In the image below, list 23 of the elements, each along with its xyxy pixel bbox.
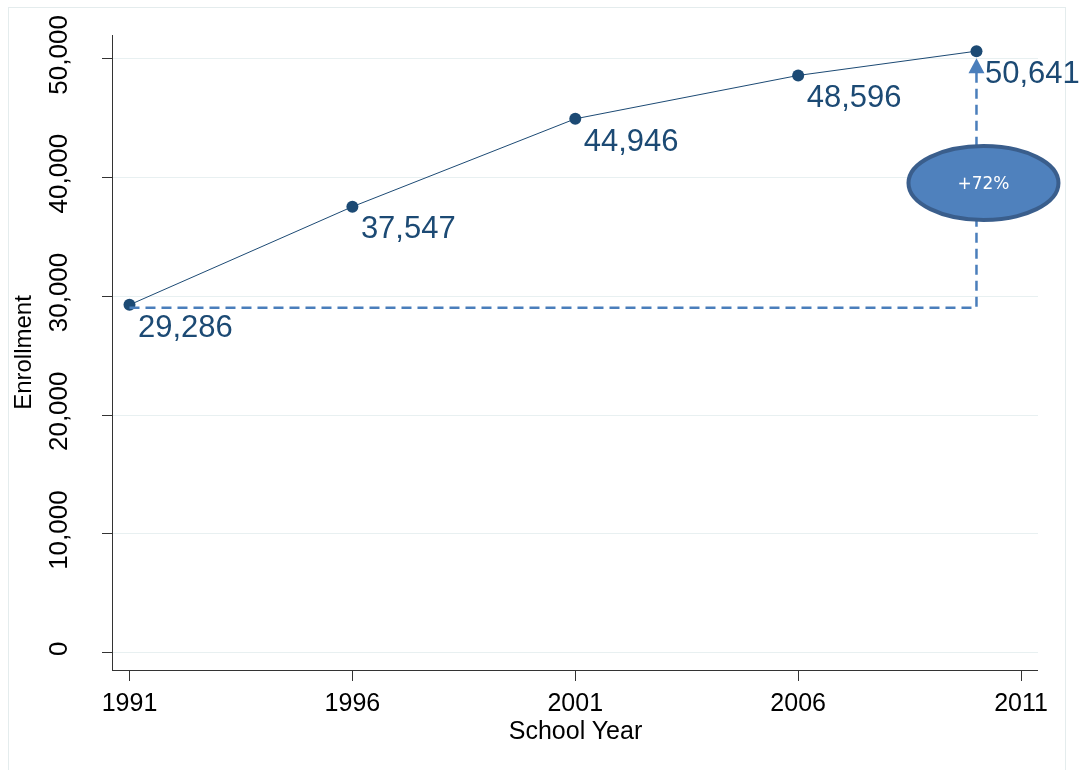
- x-tick-label: 2001: [547, 688, 604, 716]
- y-tick-label: 40,000: [42, 133, 73, 214]
- data-label: 44,946: [583, 122, 679, 158]
- point: [792, 69, 805, 82]
- data-label: 29,286: [137, 308, 233, 344]
- y-tick-label: 10,000: [42, 490, 73, 570]
- y-tick-label: 20,000: [42, 371, 73, 452]
- x-tick-label: 2011: [994, 688, 1048, 716]
- y-tick-label: 30,000: [42, 252, 73, 333]
- y-tick-label: 50,000: [42, 15, 73, 95]
- x-axis-title: School Year: [508, 716, 643, 744]
- data-label: 37,547: [360, 210, 456, 246]
- point: [346, 200, 359, 213]
- y-tick-label: 0: [42, 641, 73, 657]
- y-axis-title: Enrollment: [8, 294, 36, 410]
- point: [569, 112, 582, 125]
- annotation: +72%: [957, 173, 1010, 193]
- data-label: 48,596: [806, 79, 902, 115]
- point: [970, 45, 983, 58]
- data-label: 50,641: [984, 54, 1079, 90]
- x-tick-label: 2006: [770, 688, 826, 716]
- x-tick-label: 1996: [324, 688, 381, 716]
- x-tick-label: 1991: [101, 688, 158, 716]
